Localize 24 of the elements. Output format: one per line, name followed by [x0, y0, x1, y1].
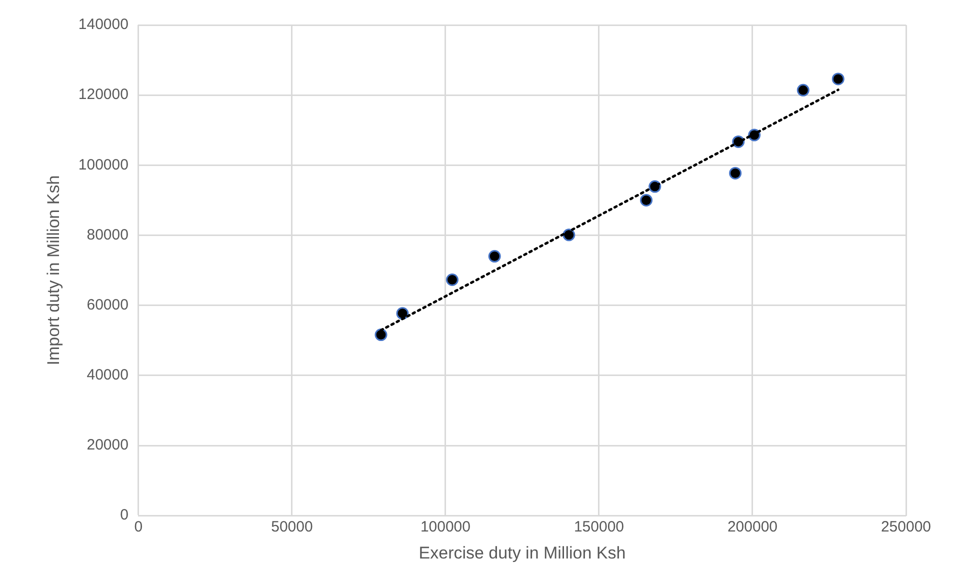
- point: [832, 72, 844, 86]
- y-tick-label: 20000: [86, 436, 128, 454]
- y-tick-label: 100000: [78, 156, 128, 174]
- y-tick-label: 40000: [86, 366, 128, 384]
- point: [729, 166, 742, 180]
- point: [796, 84, 810, 96]
- x-tick-label: 250000: [880, 518, 932, 536]
- x-tick-label: 100000: [420, 518, 471, 536]
- x-tick-label: 50000: [271, 518, 313, 536]
- y-tick-label: 0: [120, 506, 128, 524]
- x-tick-label: 0: [134, 518, 143, 536]
- y-tick-label: 120000: [78, 86, 128, 104]
- x-tick-label: 150000: [574, 518, 624, 536]
- point: [488, 250, 501, 263]
- y-tick-label: 60000: [86, 296, 128, 314]
- point: [446, 274, 458, 286]
- y-tick-label: 140000: [78, 16, 128, 34]
- point: [640, 194, 653, 206]
- x-axis-title: Exercise duty in Million Ksh: [418, 543, 626, 562]
- point: [396, 307, 409, 320]
- y-tick-label: 80000: [86, 226, 128, 244]
- point: [374, 328, 388, 342]
- y-axis-title: Import duty in Million Ksh: [44, 175, 63, 366]
- x-tick-label: 200000: [727, 518, 778, 536]
